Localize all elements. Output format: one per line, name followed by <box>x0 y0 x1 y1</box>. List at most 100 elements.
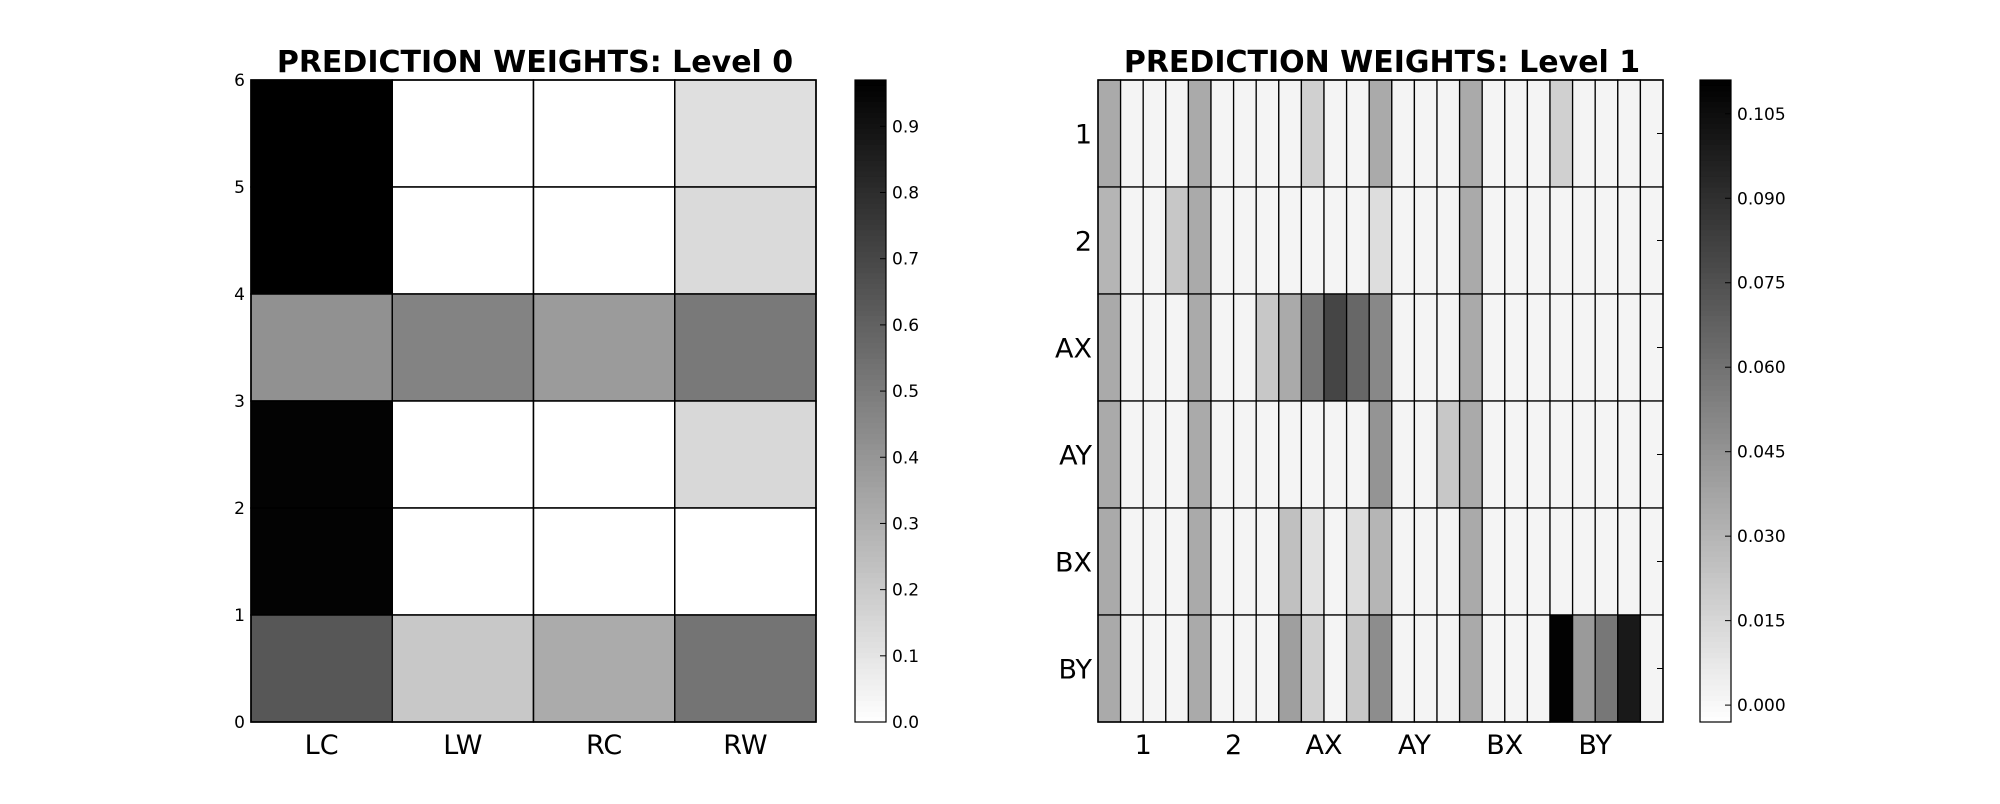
level1-cell <box>1097 507 1122 616</box>
level0-colorbar-band <box>855 486 886 493</box>
level0-colorbar-band <box>855 117 886 124</box>
level1-colorbar-band <box>1700 299 1731 306</box>
level1-cell <box>1119 614 1144 723</box>
level0-cell <box>532 79 676 188</box>
level1-cell <box>1458 293 1483 402</box>
level1-colorbar-band <box>1700 657 1731 664</box>
level1-cell <box>1458 79 1483 188</box>
level1-colorbar-band <box>1700 417 1731 423</box>
level1-cell <box>1119 79 1144 188</box>
level0-colorbar-band <box>855 641 886 648</box>
level0-colorbar-band <box>855 267 886 274</box>
level0-colorbar-band <box>855 716 886 723</box>
level1-colorbar-band <box>1700 534 1731 541</box>
level1-cell <box>1210 186 1235 295</box>
level0-cell <box>532 400 676 509</box>
level1-colorbar-band <box>1700 475 1731 482</box>
level0-colorbar-band <box>855 550 886 557</box>
level0-colorbar-band <box>855 96 886 102</box>
level1-cell <box>1481 293 1506 402</box>
level1-colorbar-band <box>1700 304 1731 311</box>
level0-colorbar-tick-label: 0.0 <box>892 713 919 733</box>
level1-colorbar-band <box>1700 668 1731 675</box>
level0-colorbar-band <box>855 545 886 552</box>
level1-colorbar-band <box>1700 390 1731 397</box>
level1-colorbar-band <box>1700 679 1731 686</box>
level1-cell <box>1255 79 1280 188</box>
level1-cell <box>1345 186 1370 295</box>
level0-y-tick-label: 3 <box>234 392 245 412</box>
level0-colorbar-band <box>855 647 886 654</box>
level0-colorbar-band <box>855 315 886 322</box>
level1-cell <box>1142 186 1167 295</box>
level1-colorbar-band <box>1700 267 1731 274</box>
level0-cell <box>250 614 393 723</box>
level1-cell <box>1481 614 1506 723</box>
level0-cell <box>250 400 393 509</box>
level0-cell <box>674 79 817 188</box>
level1-colorbar-band <box>1700 122 1731 129</box>
level1-cell <box>1413 507 1438 616</box>
level0-colorbar-band <box>855 203 886 209</box>
level1-cell <box>1391 186 1416 295</box>
level0-colorbar-band <box>855 299 886 306</box>
level0-colorbar-band <box>855 534 886 541</box>
level1-colorbar-band <box>1700 716 1731 723</box>
level1-x-tick-label: BY <box>1578 730 1612 761</box>
level1-colorbar-band <box>1700 133 1731 140</box>
level0-colorbar-band <box>855 363 886 370</box>
level1-cell <box>1232 507 1257 616</box>
level1-colorbar-band <box>1700 144 1731 151</box>
level0-colorbar-band <box>855 304 886 311</box>
level1-colorbar-band <box>1700 261 1731 268</box>
level0-colorbar-band <box>855 368 886 375</box>
level1-cell <box>1142 507 1167 616</box>
level0-colorbar-band <box>855 566 886 573</box>
level1-cell <box>1413 186 1438 295</box>
level1-cell <box>1323 293 1348 402</box>
level1-colorbar-tick-label: 0.030 <box>1737 527 1786 547</box>
level0-colorbar-band <box>855 224 886 231</box>
level0-cell <box>532 507 676 616</box>
level1-cell <box>1300 293 1325 402</box>
level0-colorbar-band <box>855 101 886 108</box>
level1-cell <box>1413 79 1438 188</box>
level1-cell <box>1232 293 1257 402</box>
level1-cell <box>1549 507 1574 616</box>
level0-cell <box>532 293 676 402</box>
level1-colorbar-band <box>1700 395 1731 402</box>
level0-y-tick-label: 5 <box>234 178 245 198</box>
level1-colorbar-band <box>1700 518 1731 525</box>
level1-cell <box>1255 614 1280 723</box>
level0-colorbar-band <box>855 582 886 589</box>
level1-cell <box>1255 293 1280 402</box>
level1-colorbar-band <box>1700 117 1731 124</box>
level1-colorbar-band <box>1700 486 1731 493</box>
level1-cell <box>1594 186 1619 295</box>
level0-cell <box>250 293 393 402</box>
level1-colorbar-band <box>1700 277 1731 284</box>
level1-cell <box>1368 293 1393 402</box>
level1-y-tick-label: BX <box>1055 548 1092 579</box>
level0-colorbar-band <box>855 540 886 547</box>
level1-x-tick-label: 1 <box>1135 730 1152 761</box>
level0-colorbar-band <box>855 187 886 193</box>
level0-colorbar-band <box>855 160 886 167</box>
level1-cell <box>1210 400 1235 509</box>
level1-cell <box>1458 400 1483 509</box>
level1-cell <box>1526 293 1551 402</box>
level1-cell <box>1300 400 1325 509</box>
level0-colorbar-band <box>855 427 886 434</box>
level0-colorbar-band <box>855 90 886 97</box>
level1-colorbar-band <box>1700 604 1731 611</box>
level1-colorbar-band <box>1700 620 1731 627</box>
level0-plot-frame <box>250 79 817 723</box>
level1-cell <box>1594 79 1619 188</box>
level0-colorbar-band <box>855 122 886 129</box>
level0-colorbar-band <box>855 609 886 616</box>
level1-colorbar-band <box>1700 470 1731 477</box>
level1-cell <box>1549 79 1574 188</box>
level1-colorbar-band <box>1700 176 1731 183</box>
level1-cell <box>1413 293 1438 402</box>
level1-cell <box>1617 293 1642 402</box>
